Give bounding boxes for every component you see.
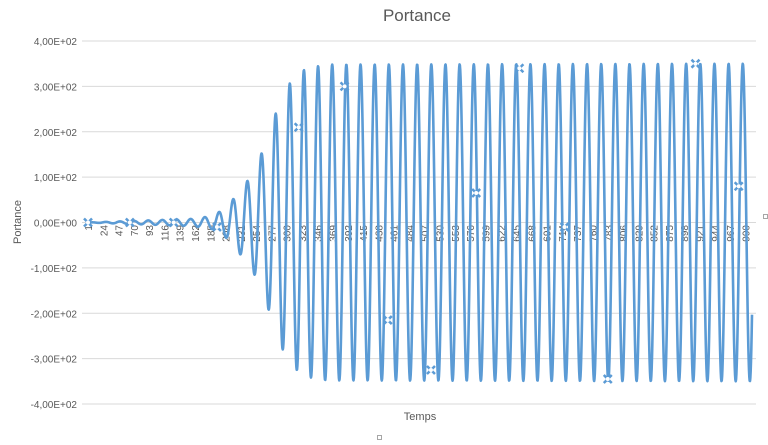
data-point-marker <box>690 58 701 69</box>
data-point-marker <box>293 122 304 133</box>
x-tick-label: 461 <box>390 225 401 242</box>
data-point-marker <box>514 63 525 74</box>
y-tick-label: -4,00E+02 <box>31 400 78 411</box>
series-line <box>87 62 754 383</box>
data-point-marker <box>382 315 393 325</box>
marker-center <box>171 220 176 225</box>
data-point-marker <box>471 188 482 198</box>
data-point-marker <box>602 374 613 384</box>
x-tick-label: 1 <box>84 225 95 231</box>
chart-resize-handle-bottom[interactable] <box>377 435 382 440</box>
x-tick-label: 622 <box>497 225 508 242</box>
data-point-marker <box>426 365 436 375</box>
x-tick-label: 737 <box>573 225 584 242</box>
marker-center <box>736 184 741 189</box>
x-tick-label: 300 <box>283 225 294 242</box>
y-tick-labels: 4,00E+02 3,00E+02 2,00E+02 1,00E+02 0,00E+00… <box>31 37 78 411</box>
x-tick-label: 346 <box>313 225 324 242</box>
x-tick-labels: 1 24 47 70 93 116 139 162 185 208 231 254 277 300 323 3… <box>84 225 752 242</box>
x-tick-label: 369 <box>329 225 340 242</box>
y-axis-title: Portance <box>12 200 24 244</box>
marker-center <box>127 220 132 225</box>
y-tick-label: 1,00E+02 <box>34 173 78 184</box>
marker-center <box>428 367 433 372</box>
x-tick-label: 507 <box>420 225 431 242</box>
x-tick-label: 898 <box>680 225 691 242</box>
marker-center <box>86 220 90 225</box>
chart-resize-handle-right[interactable] <box>763 214 768 219</box>
y-tick-label: 3,00E+02 <box>34 82 78 93</box>
y-tick-label: 4,00E+02 <box>34 37 78 48</box>
x-tick-label: 599 <box>481 225 492 242</box>
x-tick-label: 47 <box>115 225 126 237</box>
x-tick-label: 576 <box>466 225 477 242</box>
x-tick-label: 24 <box>99 225 110 237</box>
marker-center <box>385 318 390 323</box>
y-tick-label: 0,00E+00 <box>34 219 78 230</box>
marker-center <box>214 225 219 230</box>
marker-center <box>474 191 479 196</box>
marker-center <box>517 66 522 71</box>
data-point-marker <box>168 217 179 228</box>
x-tick-label: 323 <box>298 225 309 242</box>
x-tick-label: 185 <box>206 225 217 242</box>
x-tick-label: 760 <box>588 225 599 242</box>
data-point-marker <box>559 222 570 232</box>
y-tick-label: -3,00E+02 <box>31 355 78 366</box>
x-tick-label: 70 <box>130 225 141 237</box>
chart-title: Portance <box>383 6 451 25</box>
x-tick-label: 116 <box>160 225 171 241</box>
x-tick-label: 484 <box>405 225 416 242</box>
y-tick-label: -1,00E+02 <box>31 264 78 275</box>
y-tick-label: 2,00E+02 <box>34 128 78 139</box>
x-tick-label: 93 <box>145 225 156 237</box>
x-tick-label: 875 <box>665 225 676 242</box>
data-point-marker <box>83 217 93 228</box>
x-tick-label: 162 <box>191 225 202 242</box>
marker-center <box>562 225 567 230</box>
series-markers <box>83 58 744 384</box>
data-point-marker <box>212 222 222 232</box>
marker-center <box>342 84 347 89</box>
x-axis-title: Temps <box>404 411 437 423</box>
data-point-marker <box>339 81 350 92</box>
x-tick-label: 783 <box>604 225 615 242</box>
x-tick-label: 921 <box>695 225 706 242</box>
x-tick-label: 645 <box>512 225 523 242</box>
marker-center <box>693 61 698 66</box>
marker-center <box>296 125 301 130</box>
marker-center <box>605 377 610 382</box>
x-tick-label: 139 <box>176 225 187 242</box>
data-point-marker <box>733 181 744 192</box>
x-tick-label: 944 <box>711 225 722 242</box>
y-tick-label: -2,00E+02 <box>31 309 78 320</box>
x-tick-label: 438 <box>374 225 385 242</box>
data-point-marker <box>124 217 135 228</box>
